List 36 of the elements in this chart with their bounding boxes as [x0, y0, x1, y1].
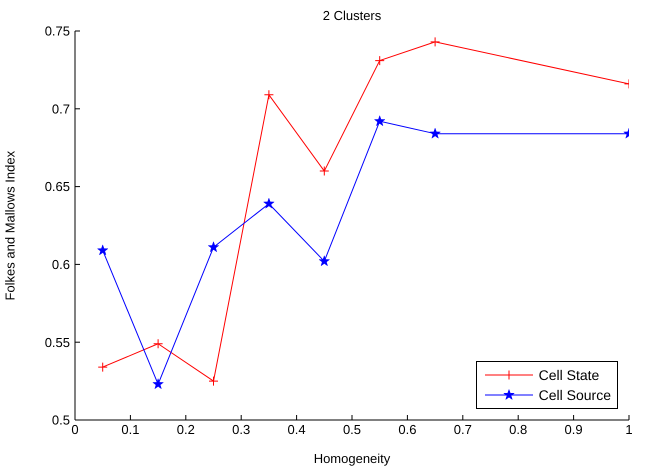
point: [374, 56, 385, 66]
point: [263, 198, 274, 208]
legend-label: Cell State: [538, 367, 600, 383]
point: [98, 362, 108, 372]
point: [208, 242, 219, 252]
x-tick-label: 0.6: [398, 422, 416, 438]
x-tick-label: 0.7: [454, 422, 472, 438]
x-axis-title: Homogeneity: [314, 451, 391, 466]
x-tick-label: 0.3: [232, 422, 250, 438]
point: [374, 116, 386, 126]
x-tick-label: 0.9: [564, 422, 583, 438]
point: [318, 256, 330, 266]
y-tick-label: 0.5: [52, 412, 70, 428]
y-tick-label: 0.7: [52, 101, 70, 116]
x-tick-label: 0.1: [121, 422, 140, 438]
x-tick-label: 0.5: [342, 422, 362, 438]
point: [430, 128, 441, 138]
point: [153, 338, 164, 349]
y-tick-label: 0.65: [44, 179, 70, 194]
point: [430, 36, 440, 47]
y-tick-label: 0.55: [44, 334, 70, 350]
point: [152, 378, 164, 389]
y-axis-title: Folkes and Mallows Index: [2, 150, 18, 300]
legend-label: Cell Source: [538, 387, 611, 403]
x-tick-label: 0.8: [509, 422, 528, 438]
y-tick-label: 0.6: [52, 257, 70, 272]
x-tick-label: 1: [625, 422, 633, 438]
y-tick-label: 0.75: [44, 24, 70, 39]
chart-title: 2 Clusters: [322, 8, 382, 23]
x-tick-label: 0: [71, 422, 79, 438]
x-tick-label: 0.2: [176, 422, 195, 438]
point: [264, 90, 274, 100]
point: [319, 166, 330, 176]
point: [97, 244, 108, 256]
x-tick-label: 0.4: [288, 422, 306, 438]
point: [208, 376, 218, 386]
